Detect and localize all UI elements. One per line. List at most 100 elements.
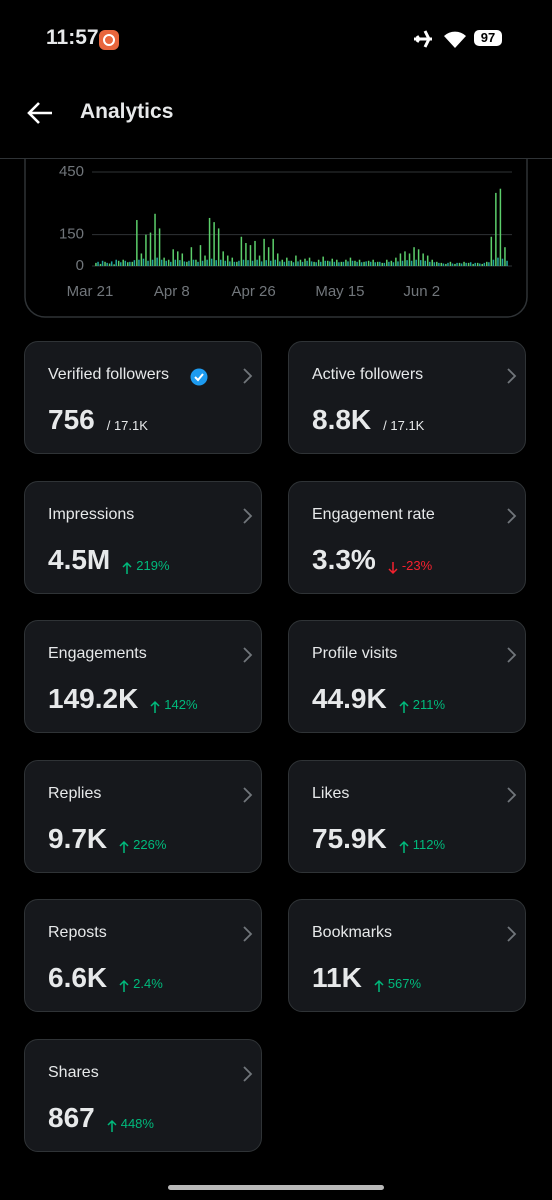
bar [433, 262, 436, 266]
y-tick-label: 150 [59, 226, 84, 243]
card-title: Active followers [312, 366, 424, 383]
stat-card[interactable]: Impressions 4.5M 219% [24, 480, 262, 594]
bar [308, 257, 311, 266]
bar [117, 260, 120, 266]
bar [97, 261, 99, 266]
chevron [243, 368, 253, 384]
bar [286, 257, 288, 266]
bar [486, 261, 488, 266]
card-sub: 112% [412, 836, 446, 852]
bar [156, 257, 158, 266]
stat-card[interactable]: Verified followers 756 / 17.1K [24, 341, 262, 454]
chevron-path [243, 1065, 253, 1082]
bar [229, 261, 231, 266]
bar [438, 262, 440, 266]
bar [338, 262, 340, 266]
bar [426, 255, 429, 266]
stat-card[interactable]: Engagement rate 3.3% -23% [288, 480, 526, 594]
card-value: 11K [312, 962, 362, 993]
bar [206, 259, 208, 266]
bar [160, 259, 163, 266]
card-sub: 142% [164, 697, 198, 712]
bar [136, 220, 138, 266]
bar [256, 259, 258, 266]
back-button[interactable] [26, 100, 54, 126]
bar [495, 192, 497, 266]
bar [301, 261, 304, 266]
bar [306, 260, 308, 266]
badge-check [194, 373, 204, 382]
bar [238, 260, 240, 266]
chevron-path [507, 368, 517, 384]
bar [220, 259, 222, 266]
bar [356, 261, 358, 266]
arrow-path [374, 979, 384, 992]
bar [142, 258, 145, 266]
bar [179, 260, 181, 266]
bar [190, 247, 193, 266]
bar [488, 262, 490, 266]
stat-card[interactable]: Profile visits 44.9K 211% [288, 620, 526, 733]
bar [279, 261, 281, 266]
status-time: 11:57 [46, 26, 99, 49]
bar [479, 263, 481, 266]
trend-arrow [399, 700, 409, 713]
card-sub: 226% [133, 836, 167, 852]
bar [349, 257, 352, 266]
chevron-path [507, 647, 517, 663]
stat-card[interactable]: Shares 867 448% [24, 1038, 262, 1152]
bar [445, 263, 447, 266]
stat-card[interactable]: Likes 75.9K 112% [288, 759, 526, 873]
bar [386, 259, 388, 266]
bar [163, 257, 165, 266]
card-title: Reposts [48, 924, 107, 941]
card-sub: -23% [401, 557, 433, 573]
arrow-path [399, 840, 409, 853]
bar [269, 260, 272, 266]
bar [267, 247, 270, 266]
stat-card[interactable]: Engagements 149.2K 142% [24, 620, 262, 733]
bar [281, 259, 284, 266]
bar [322, 256, 324, 266]
bar [326, 260, 329, 266]
arrow-path [150, 700, 160, 713]
card-value: 6.6K [48, 962, 108, 993]
stat-card[interactable]: Replies 9.7K 226% [24, 759, 262, 873]
home-indicator [168, 1185, 384, 1190]
bar [506, 260, 508, 266]
bar [413, 247, 415, 266]
bar [113, 264, 115, 266]
bar [345, 259, 347, 266]
stat-card[interactable]: Bookmarks 11K 567% [288, 899, 526, 1012]
bar [310, 261, 313, 266]
arrow-path [388, 561, 398, 574]
bar [106, 262, 108, 266]
bar [360, 262, 363, 266]
card-sub: 219% [136, 557, 170, 573]
y-tick-label: 450 [59, 163, 84, 180]
bar [388, 261, 390, 266]
bar [245, 243, 247, 266]
bar [381, 262, 383, 266]
bar [208, 217, 211, 266]
status-icons [414, 30, 466, 48]
bar [342, 261, 345, 266]
arrow-path [119, 979, 129, 992]
bar [122, 259, 124, 266]
card-title: Likes [312, 784, 350, 802]
bar [395, 257, 397, 266]
x-tick-label: Apr 8 [154, 283, 190, 300]
card-title: Bookmarks [312, 924, 393, 941]
bar [431, 259, 433, 266]
bar [474, 262, 476, 266]
bar [410, 260, 413, 266]
stat-card[interactable]: Reposts 6.6K 2.4% [24, 899, 262, 1012]
stat-card[interactable]: Active followers 8.8K / 17.1K [288, 341, 526, 454]
bar [233, 261, 236, 266]
bar [367, 260, 370, 266]
bar [272, 238, 274, 266]
bar [331, 258, 334, 266]
bar [222, 251, 224, 266]
bar [260, 261, 263, 266]
trend-arrow [399, 840, 409, 853]
